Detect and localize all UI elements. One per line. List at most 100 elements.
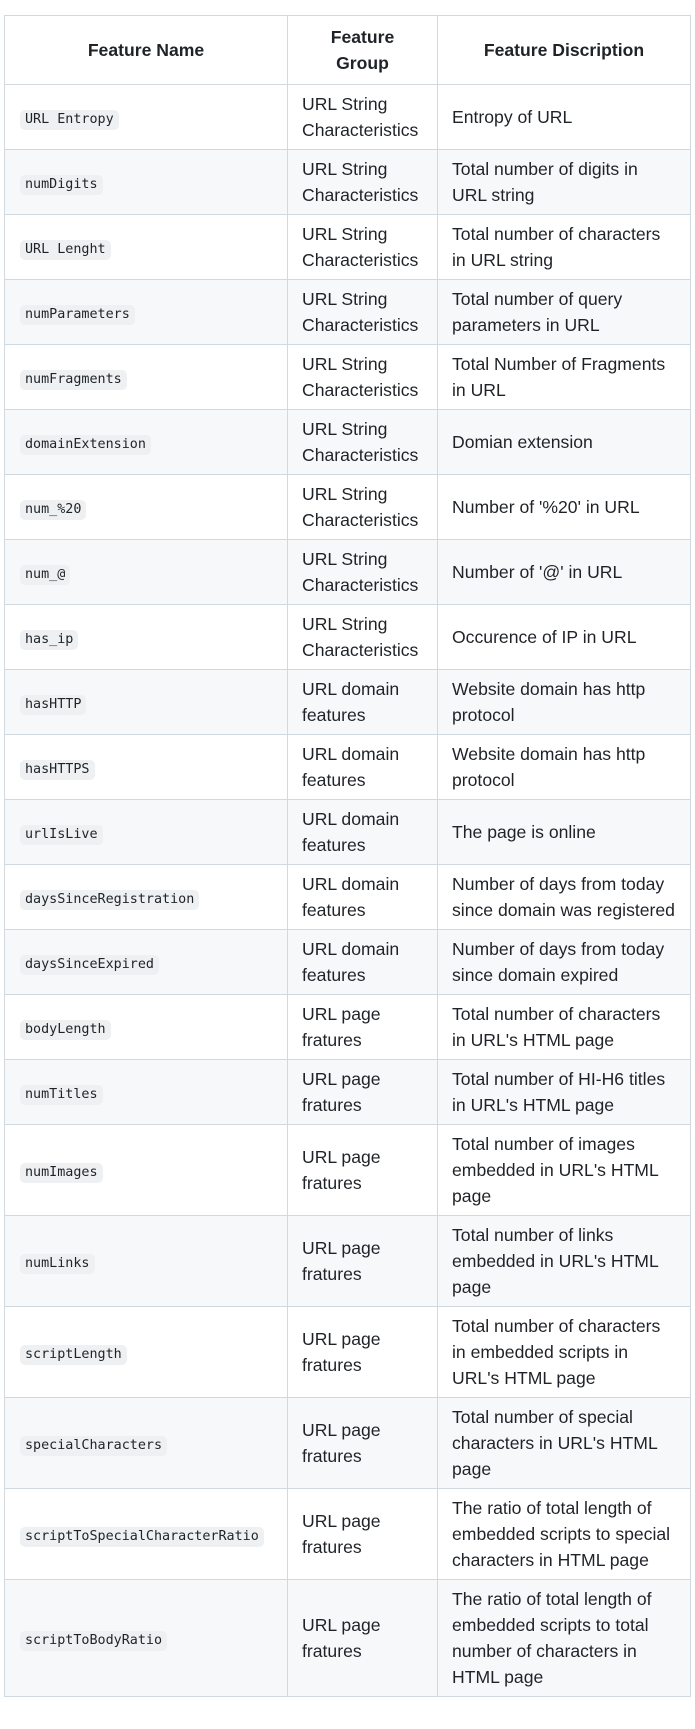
feature-group-cell: URL page fratures — [287, 1579, 438, 1697]
feature-name-cell: scriptToSpecialCharacterRatio — [4, 1488, 288, 1580]
table-row: scriptLength URL page fratures Total numbe… — [4, 1306, 691, 1398]
feature-name-code: numDigits — [20, 175, 103, 195]
feature-description-cell: Total number of characters in URL's HTML… — [437, 994, 691, 1060]
feature-group-cell: URL String Characteristics — [287, 149, 438, 215]
feature-name-code: numFragments — [20, 370, 127, 390]
feature-name-cell: specialCharacters — [4, 1397, 288, 1489]
feature-name-cell: URL Entropy — [4, 84, 288, 150]
header-feature-group: Feature Group — [287, 15, 438, 85]
feature-group-cell: URL String Characteristics — [287, 474, 438, 540]
feature-group-cell: URL page fratures — [287, 1059, 438, 1125]
feature-group-cell: URL String Characteristics — [287, 84, 438, 150]
feature-name-cell: hasHTTPS — [4, 734, 288, 800]
feature-description-cell: Total number of HI-H6 titles in URL's HT… — [437, 1059, 691, 1125]
feature-description-cell: The page is online — [437, 799, 691, 865]
table-row: numParameters URL String Characteristics T… — [4, 279, 691, 345]
feature-group-cell: URL String Characteristics — [287, 539, 438, 605]
table-row: scriptToBodyRatio URL page fratures The ra… — [4, 1579, 691, 1697]
feature-name-code: scriptLength — [20, 1345, 127, 1365]
feature-name-cell: numParameters — [4, 279, 288, 345]
feature-description-cell: Number of days from today since domain w… — [437, 864, 691, 930]
feature-name-code: domainExtension — [20, 435, 151, 455]
feature-description-cell: The ratio of total length of embedded sc… — [437, 1488, 691, 1580]
feature-name-cell: numImages — [4, 1124, 288, 1216]
feature-name-cell: urlIsLive — [4, 799, 288, 865]
feature-name-code: num_%20 — [20, 500, 87, 520]
feature-name-code: specialCharacters — [20, 1436, 168, 1456]
feature-name-code: scriptToBodyRatio — [20, 1631, 168, 1651]
table-header: Feature Name Feature Group Feature Discr… — [4, 15, 691, 85]
feature-description-cell: Number of '@' in URL — [437, 539, 691, 605]
feature-name-code: bodyLength — [20, 1020, 111, 1040]
feature-description-cell: Total number of characters in embedded s… — [437, 1306, 691, 1398]
table-row: urlIsLive URL domain features The page is … — [4, 799, 691, 865]
feature-description-cell: Occurence of IP in URL — [437, 604, 691, 670]
feature-description-cell: Total number of query parameters in URL — [437, 279, 691, 345]
header-feature-description: Feature Discription — [437, 15, 691, 85]
feature-description-cell: Number of days from today since domain e… — [437, 929, 691, 995]
table-row: hasHTTPS URL domain features Website domai… — [4, 734, 691, 800]
feature-name-code: hasHTTP — [20, 695, 87, 715]
feature-description-cell: Total number of digits in URL string — [437, 149, 691, 215]
feature-group-cell: URL page fratures — [287, 1397, 438, 1489]
features-table: Feature Name Feature Group Feature Discr… — [4, 15, 691, 1697]
feature-group-cell: URL page fratures — [287, 1124, 438, 1216]
feature-name-code: daysSinceExpired — [20, 955, 159, 975]
feature-group-cell: URL String Characteristics — [287, 279, 438, 345]
table-row: num_@ URL String Characteristics Number of… — [4, 539, 691, 605]
table-row: specialCharacters URL page fratures Total … — [4, 1397, 691, 1489]
feature-name-cell: num_%20 — [4, 474, 288, 540]
feature-group-cell: URL domain features — [287, 929, 438, 995]
table-row: numImages URL page fratures Total number o… — [4, 1124, 691, 1216]
feature-name-code: URL Entropy — [20, 110, 119, 130]
feature-name-cell: daysSinceRegistration — [4, 864, 288, 930]
table-row: daysSinceExpired URL domain features Numbe… — [4, 929, 691, 995]
feature-description-cell: Number of '%20' in URL — [437, 474, 691, 540]
feature-group-cell: URL domain features — [287, 864, 438, 930]
table-row: domainExtension URL String Characteristic… — [4, 409, 691, 475]
feature-group-cell: URL domain features — [287, 669, 438, 735]
feature-name-cell: numLinks — [4, 1215, 288, 1307]
feature-name-code: URL Lenght — [20, 240, 111, 260]
feature-group-cell: URL String Characteristics — [287, 604, 438, 670]
feature-description-cell: Total number of links embedded in URL's … — [437, 1215, 691, 1307]
feature-group-cell: URL page fratures — [287, 994, 438, 1060]
table-row: URL Entropy URL String Characteristics Ent… — [4, 84, 691, 150]
feature-group-cell: URL page fratures — [287, 1215, 438, 1307]
table-row: daysSinceRegistration URL domain features… — [4, 864, 691, 930]
table-row: bodyLength URL page fratures Total number … — [4, 994, 691, 1060]
feature-name-cell: num_@ — [4, 539, 288, 605]
header-row: Feature Name Feature Group Feature Discr… — [4, 15, 691, 85]
feature-group-cell: URL page fratures — [287, 1306, 438, 1398]
feature-name-code: daysSinceRegistration — [20, 890, 200, 910]
feature-name-code: numTitles — [20, 1085, 103, 1105]
feature-name-code: numParameters — [20, 305, 135, 325]
feature-name-cell: numDigits — [4, 149, 288, 215]
feature-description-cell: The ratio of total length of embedded sc… — [437, 1579, 691, 1697]
feature-description-cell: Domian extension — [437, 409, 691, 475]
feature-name-code: urlIsLive — [20, 825, 103, 845]
feature-name-code: numImages — [20, 1163, 103, 1183]
table-row: numDigits URL String Characteristics Total… — [4, 149, 691, 215]
table-row: numTitles URL page fratures Total number o… — [4, 1059, 691, 1125]
feature-name-cell: numTitles — [4, 1059, 288, 1125]
feature-name-code: scriptToSpecialCharacterRatio — [20, 1527, 264, 1547]
feature-name-cell: numFragments — [4, 344, 288, 410]
feature-name-cell: scriptToBodyRatio — [4, 1579, 288, 1697]
feature-description-cell: Total number of images embedded in URL's… — [437, 1124, 691, 1216]
feature-name-code: numLinks — [20, 1254, 95, 1274]
feature-group-cell: URL String Characteristics — [287, 214, 438, 280]
table-body: URL Entropy URL String Characteristics Ent… — [4, 84, 691, 1697]
table-row: scriptToSpecialCharacterRatio URL page fr… — [4, 1488, 691, 1580]
feature-description-cell: Website domain has http protocol — [437, 734, 691, 800]
feature-description-cell: Website domain has http protocol — [437, 669, 691, 735]
feature-group-cell: URL String Characteristics — [287, 344, 438, 410]
table-row: num_%20 URL String Characteristics Number … — [4, 474, 691, 540]
feature-description-cell: Total number of characters in URL string — [437, 214, 691, 280]
feature-name-code: has_ip — [20, 630, 79, 650]
header-feature-name: Feature Name — [4, 15, 288, 85]
feature-group-cell: URL domain features — [287, 734, 438, 800]
feature-group-cell: URL domain features — [287, 799, 438, 865]
feature-name-cell: URL Lenght — [4, 214, 288, 280]
feature-name-cell: domainExtension — [4, 409, 288, 475]
